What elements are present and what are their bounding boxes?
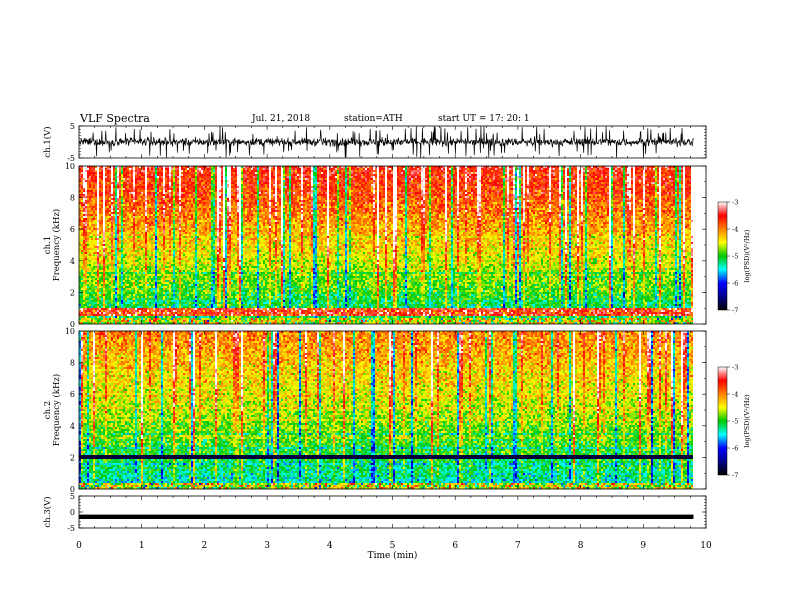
colorbar-tick-label: -5 bbox=[732, 253, 738, 261]
time-tick-label: 7 bbox=[515, 541, 521, 551]
ch2-spectrogram-ytick-label: 8 bbox=[70, 359, 75, 368]
ch2-spectrogram-ylabel: Frequency (kHz) bbox=[51, 374, 62, 446]
ch1-spectrogram-ytick-label: 0 bbox=[70, 320, 75, 329]
colorbar-tick-label: -6 bbox=[732, 445, 738, 453]
ch1-spectrogram-ytick-label: 2 bbox=[70, 288, 75, 297]
ch2-spectrogram-ytick-label: 6 bbox=[70, 390, 75, 399]
colorbar-label: log(PSD)(V²/Hz) bbox=[743, 394, 751, 447]
time-tick-label: 9 bbox=[640, 541, 646, 551]
colorbar-ch1: -3 -4 -5 -6 -7 log(PSD)(V²/Hz) bbox=[717, 199, 751, 315]
time-tick-label: 6 bbox=[452, 541, 458, 551]
time-axis-label: Time (min) bbox=[368, 550, 418, 561]
ch1-waveform-ylabel: ch.1(V) bbox=[42, 126, 53, 157]
ch2-spectrogram-ytick-label: 10 bbox=[65, 327, 75, 336]
colorbar-ch2: -3 -4 -5 -6 -7 log(PSD)(V²/Hz) bbox=[717, 364, 751, 480]
date-label: Jul. 21, 2018 bbox=[252, 114, 311, 124]
colorbar-bar bbox=[717, 201, 728, 311]
time-tick-label: 0 bbox=[76, 541, 82, 551]
time-tick-label: 2 bbox=[202, 541, 208, 551]
ch1-spectrogram-ytick-label: 4 bbox=[70, 257, 75, 266]
colorbar-tick-label: -6 bbox=[732, 280, 738, 288]
colorbar-tick-label: -7 bbox=[732, 472, 738, 480]
ch3-waveform-ytick-label: -5 bbox=[67, 524, 75, 533]
ch3-waveform-ytick-label: 0 bbox=[70, 508, 75, 517]
time-tick-label: 10 bbox=[700, 541, 712, 551]
ch1-spectrogram-ylabel: ch.1 bbox=[43, 236, 53, 254]
ch2-spectrogram-ytick-label: 4 bbox=[70, 422, 75, 431]
ch1-waveform-panel: 5 -5 ch.1(V) bbox=[42, 122, 707, 163]
colorbar-tick-label: -4 bbox=[732, 391, 738, 399]
ch1-spectrogram-ytick-label: 6 bbox=[70, 225, 75, 234]
colorbar-tick-label: -5 bbox=[732, 418, 738, 426]
ch2-spectrogram-panel: 0 2 4 6 8 10 ch.2 Frequency (kHz) bbox=[43, 327, 707, 494]
ch3-waveform-trace bbox=[79, 514, 694, 519]
time-tick-label: 3 bbox=[264, 541, 270, 551]
colorbar-tick-label: -4 bbox=[732, 226, 738, 234]
colorbar-tick-label: -3 bbox=[732, 199, 738, 207]
time-tick-label: 8 bbox=[578, 541, 584, 551]
time-axis: 0 1 2 3 4 5 6 7 8 9 10 Time (min) bbox=[76, 541, 712, 561]
ch2-spectrogram-ytick-label: 2 bbox=[70, 453, 75, 462]
ch1-waveform-ytick-label: 5 bbox=[70, 122, 75, 131]
ch1-waveform-trace bbox=[78, 125, 694, 158]
ch3-waveform-frame bbox=[78, 495, 707, 529]
figure-title: VLF Spectra bbox=[80, 112, 150, 125]
time-tick-label: 4 bbox=[327, 541, 333, 551]
ch2-spectrogram-image bbox=[79, 331, 693, 489]
ch1-spectrogram-image bbox=[79, 166, 693, 324]
ch1-waveform-ytick-label: -5 bbox=[67, 154, 75, 163]
ch3-waveform-ylabel: ch.3(V) bbox=[42, 496, 53, 527]
ch1-spectrogram-ytick-label: 8 bbox=[70, 194, 75, 203]
ch1-spectrogram-ylabel: Frequency (kHz) bbox=[51, 209, 62, 281]
ch3-waveform-ytick-label: 5 bbox=[70, 492, 75, 501]
ch3-waveform-panel: 5 0 -5 ch.3(V) bbox=[42, 492, 707, 533]
ch1-spectrogram-panel: 0 2 4 6 8 10 ch.1 Frequency (kHz) bbox=[43, 162, 707, 329]
ch2-spectrogram-ylabel: ch.2 bbox=[43, 401, 53, 419]
ch2-spectrogram-ytick-label: 0 bbox=[70, 485, 75, 494]
colorbar-label: log(PSD)(V²/Hz) bbox=[743, 229, 751, 282]
colorbar-tick-label: -3 bbox=[732, 364, 738, 372]
colorbar-tick-label: -7 bbox=[732, 307, 738, 315]
start-time-label: start UT = 17: 20: 1 bbox=[438, 114, 530, 124]
time-tick-label: 5 bbox=[390, 541, 396, 551]
ch1-spectrogram-ytick-label: 10 bbox=[65, 162, 75, 171]
time-tick-label: 1 bbox=[139, 541, 145, 551]
station-label: station=ATH bbox=[344, 114, 403, 124]
colorbar-bar bbox=[717, 366, 728, 476]
